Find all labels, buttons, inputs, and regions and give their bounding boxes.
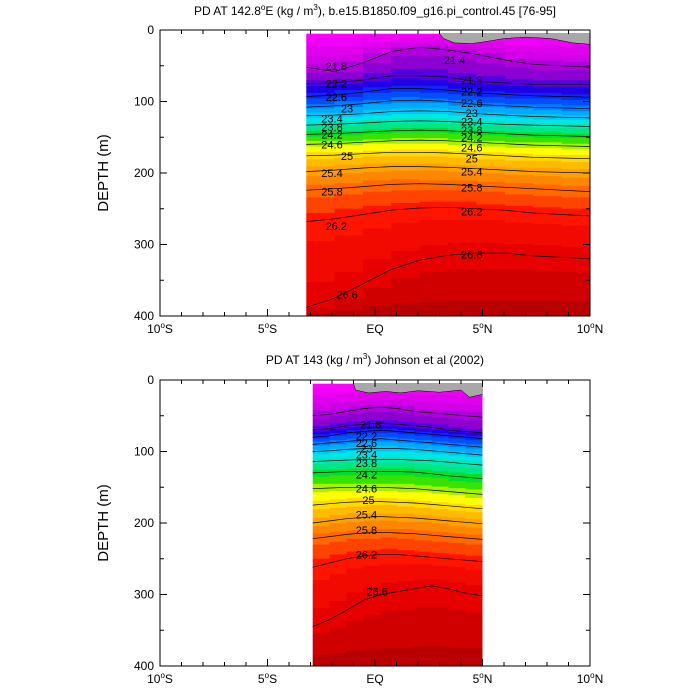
contour-label: 21.8 [326, 61, 347, 73]
contour-label: 26.2 [461, 207, 482, 219]
isopycnal-23.8 [312, 459, 483, 466]
contour-label: 24.6 [321, 139, 342, 151]
contour-label: 23.8 [356, 458, 377, 470]
contour-label: 22.6 [356, 438, 377, 450]
contour-label: 25 [362, 495, 374, 507]
contour-label: 22.2 [356, 431, 377, 443]
y-axis-label: DEPTH (m) [95, 134, 112, 212]
contour-label: 23 [341, 104, 353, 116]
contour-label: 25.8 [321, 187, 342, 199]
contour-label: 23 [466, 108, 478, 120]
y-tick-label: 300 [134, 588, 154, 602]
contour-field [306, 33, 590, 316]
isopycnal-25.4 [306, 166, 590, 174]
y-tick-label: 200 [134, 166, 154, 180]
y-tick-label: 400 [134, 659, 154, 673]
y-tick-label: 0 [147, 23, 154, 37]
contour-label: 23.8 [461, 125, 482, 137]
x-tick-label: 5oS [258, 671, 277, 686]
contour-label: 24.2 [461, 132, 482, 144]
contour-label: 23.8 [321, 122, 342, 134]
isopycnal-26.6 [312, 585, 483, 628]
contour-label: 23.4 [321, 114, 342, 126]
isopycnal-21.8 [306, 46, 590, 72]
isopycnal-23.4 [312, 448, 483, 456]
isopycnal-25.8 [306, 183, 590, 192]
isopycnal-23.8 [306, 120, 590, 127]
contour-label: 26.6 [461, 250, 482, 262]
chart-title: PD AT 143 (kg / m3) Johnson et al (2002) [266, 352, 484, 367]
y-tick-label: 400 [134, 309, 154, 323]
x-tick-label: 10oS [147, 671, 173, 686]
x-tick-label: 10oS [147, 321, 173, 336]
contour-label: 24.6 [461, 142, 482, 154]
isopycnal-25 [312, 501, 483, 510]
isopycnal-26.2 [312, 554, 483, 568]
x-tick-label: EQ [366, 322, 383, 336]
x-tick-label: 10oN [577, 321, 603, 336]
contour-label: 25.4 [356, 509, 377, 521]
contour-label: 23 [360, 444, 372, 456]
land-mask [439, 33, 590, 45]
isopycnal-24.6 [312, 486, 483, 495]
y-tick-label: 300 [134, 238, 154, 252]
isopycnal-23 [306, 99, 590, 110]
contour-field [312, 383, 483, 666]
isopycnal-21.8 [312, 406, 483, 418]
isopycnal-23 [312, 438, 483, 448]
contour-label: 24.2 [356, 469, 377, 481]
y-tick-label: 100 [134, 95, 154, 109]
contour-label: 24.2 [321, 129, 342, 141]
contour-label: 26.2 [326, 221, 347, 233]
y-tick-label: 200 [134, 516, 154, 530]
x-tick-label: 10oN [577, 671, 603, 686]
x-tick-label: 5oN [473, 671, 493, 686]
contour-label: 22.6 [461, 98, 482, 110]
isopycnal-24.2 [306, 129, 590, 137]
contour-label: 25.8 [461, 182, 482, 194]
contour-label: 22.2 [461, 86, 482, 98]
contour-label: 26.2 [356, 549, 377, 561]
x-tick-label: 5oS [258, 321, 277, 336]
isopycnal-24.2 [312, 471, 483, 480]
y-axis-label: DEPTH (m) [95, 484, 112, 562]
isopycnal-25.8 [312, 531, 483, 540]
isopycnal-22.2 [306, 75, 590, 85]
isopycnal-22.6 [306, 88, 590, 98]
isopycnal-22.6 [312, 429, 483, 439]
contour-label: 25.8 [356, 525, 377, 537]
contour-label: 23.4 [356, 449, 377, 461]
contour-label: 21.8 [461, 75, 482, 87]
isopycnal-26.6 [306, 252, 590, 308]
isopycnal-25 [306, 151, 590, 160]
contour-label: 25.4 [461, 167, 482, 179]
isopycnal-22.2 [312, 422, 483, 434]
contour-label: 26.6 [366, 587, 387, 599]
contour-label: 26.6 [336, 290, 357, 302]
contour-label: 25.4 [321, 168, 342, 180]
contour-label: 25 [341, 151, 353, 163]
contour-label: 21.8 [360, 419, 381, 431]
chart-title: PD AT 142.8oE (kg / m3), b.e15.B1850.f09… [194, 3, 556, 18]
isopycnal-24.6 [306, 139, 590, 147]
x-tick-label: EQ [366, 672, 383, 686]
y-tick-label: 100 [134, 445, 154, 459]
contour-label: 22.6 [326, 92, 347, 104]
land-mask [353, 383, 483, 398]
contour-label: 23.4 [461, 117, 482, 129]
contour-label: 22.2 [326, 79, 347, 91]
isopycnal-25.4 [312, 516, 483, 525]
isopycnal-26.2 [306, 206, 590, 222]
contour-label: 24.6 [356, 484, 377, 496]
isopycnal-23.4 [306, 110, 590, 119]
contour-label: 25 [466, 154, 478, 166]
contour-label: 21.4 [444, 55, 465, 67]
x-tick-label: 5oN [473, 321, 493, 336]
y-tick-label: 0 [147, 373, 154, 387]
